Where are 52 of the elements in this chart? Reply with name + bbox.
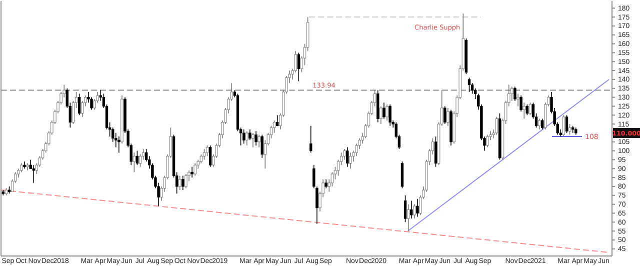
candlestick	[380, 106, 382, 124]
candlestick	[495, 116, 498, 136]
candlestick	[446, 108, 450, 126]
candlestick	[178, 175, 182, 190]
candlestick	[182, 175, 184, 190]
candlestick	[434, 136, 438, 168]
candlestick	[248, 128, 252, 140]
candlestick	[404, 194, 407, 223]
candlestick	[406, 204, 410, 232]
candlestick	[258, 134, 260, 148]
candlestick	[522, 102, 526, 120]
candlestick	[541, 118, 544, 130]
candlestick	[310, 125, 312, 153]
candlestick	[260, 134, 264, 158]
candlestick	[254, 130, 258, 146]
candlestick	[206, 145, 209, 157]
candlestick	[565, 114, 568, 134]
candlestick	[194, 162, 196, 176]
candlestick	[78, 93, 81, 116]
candlestick	[562, 114, 566, 137]
candlestick	[297, 52, 300, 82]
candlestick	[528, 102, 532, 116]
candlestick	[444, 106, 446, 124]
candlestick	[516, 93, 520, 107]
candlestick	[208, 145, 212, 168]
candlestick	[136, 150, 139, 166]
candlestick	[252, 132, 254, 148]
candlestick	[184, 174, 188, 189]
candlestick	[416, 198, 419, 218]
candlestick	[202, 148, 206, 160]
candlestick	[400, 161, 404, 189]
candlestick	[118, 136, 120, 153]
candlestick	[538, 118, 541, 130]
candlestick	[388, 104, 392, 126]
candlestick	[386, 104, 388, 121]
candlestick	[132, 152, 136, 173]
candlestick	[382, 102, 386, 120]
candlestick	[349, 152, 352, 170]
candlestick	[242, 128, 246, 144]
candlestick	[486, 134, 489, 148]
candlestick	[526, 104, 528, 116]
candlestick	[468, 77, 471, 92]
candlestick	[413, 204, 416, 219]
candlestick	[568, 124, 572, 136]
candlestick	[276, 114, 279, 126]
candlestick	[520, 95, 522, 112]
candlestick	[346, 146, 349, 168]
candlestick	[32, 164, 35, 184]
candlestick	[514, 86, 516, 102]
candlestick	[410, 200, 413, 219]
candlestick	[246, 130, 248, 146]
candlestick	[190, 166, 194, 178]
